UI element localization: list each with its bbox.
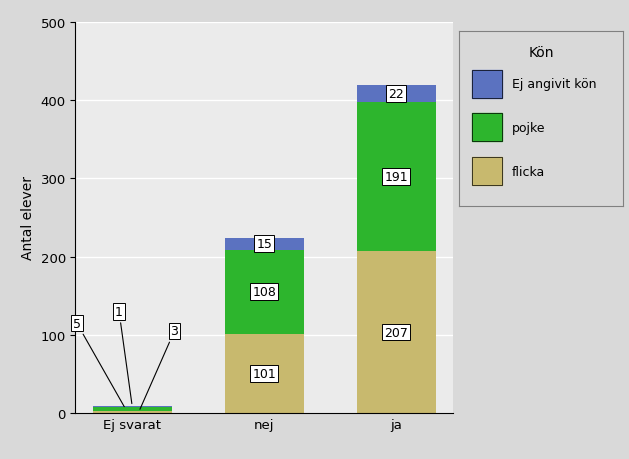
Bar [472, 71, 502, 98]
Text: 15: 15 [256, 238, 272, 251]
Text: 108: 108 [252, 285, 276, 299]
Bar [357, 252, 436, 413]
Bar [92, 411, 172, 413]
Bar [225, 334, 304, 413]
Text: 3: 3 [140, 325, 179, 409]
Text: flicka: flicka [511, 165, 545, 178]
Bar [357, 102, 436, 252]
Bar [225, 250, 304, 334]
Bar [92, 406, 172, 407]
Bar [472, 114, 502, 142]
Bar [92, 407, 172, 411]
Text: Kön: Kön [528, 46, 554, 60]
Text: 101: 101 [252, 367, 276, 380]
Bar [472, 158, 502, 185]
Bar [472, 71, 502, 98]
Text: 1: 1 [115, 305, 132, 404]
Text: 191: 191 [384, 171, 408, 184]
Text: pojke: pojke [511, 122, 545, 134]
Text: 5: 5 [73, 317, 125, 407]
Bar [472, 158, 502, 185]
Bar [225, 238, 304, 250]
Bar [472, 114, 502, 142]
Y-axis label: Antal elever: Antal elever [21, 176, 35, 260]
Text: 22: 22 [388, 88, 404, 101]
Bar [357, 85, 436, 102]
Text: 207: 207 [384, 326, 408, 339]
Text: Ej angivit kön: Ej angivit kön [511, 78, 596, 91]
